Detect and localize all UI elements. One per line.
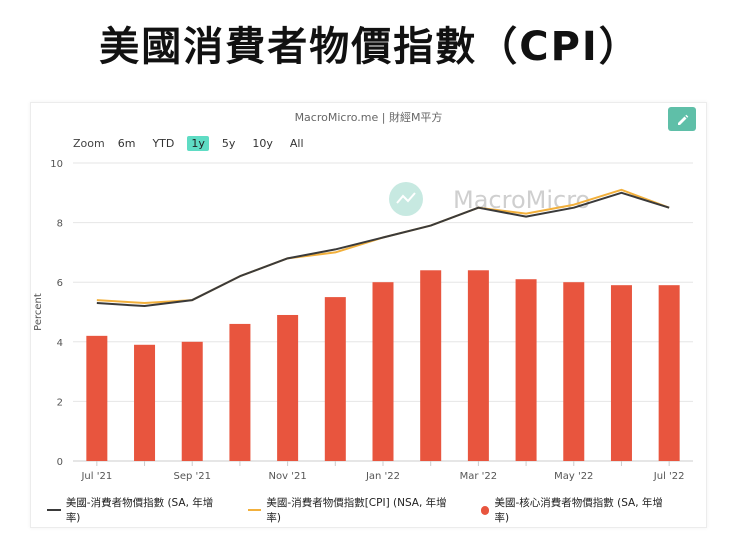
zoom-option-6m[interactable]: 6m xyxy=(117,137,136,150)
pencil-icon xyxy=(678,114,689,125)
bar-core-cpi xyxy=(563,282,585,461)
bar-core-cpi xyxy=(420,270,442,461)
watermark-logo-mark xyxy=(396,192,416,204)
line-sa-cpi xyxy=(96,191,670,308)
y-tick-label: 0 xyxy=(57,457,63,468)
legend-dot-swatch xyxy=(480,505,490,515)
y-tick-label: 10 xyxy=(50,159,63,170)
zoom-option-all[interactable]: All xyxy=(289,137,304,150)
x-tick-label: Jul '22 xyxy=(653,471,685,482)
zoom-option-5y[interactable]: 5y xyxy=(221,137,236,150)
legend-label: 美國-核心消費者物價指數 (SA, 年增率) xyxy=(494,497,663,524)
chart-legend: 美國-消費者物價指數 (SA, 年增率) 美國-消費者物價指數[CPI] (NS… xyxy=(47,495,697,525)
x-tick-label: Sep '21 xyxy=(173,471,211,482)
legend-label: 美國-消費者物價指數 (SA, 年增率) xyxy=(65,497,214,524)
legend-item-sa-cpi[interactable]: 美國-消費者物價指數 (SA, 年增率) xyxy=(47,495,226,525)
bar-core-cpi xyxy=(229,323,251,461)
bar-core-cpi xyxy=(86,335,108,461)
bar-core-cpi xyxy=(181,341,203,461)
y-tick-label: 2 xyxy=(57,397,63,408)
bar-core-cpi xyxy=(658,285,680,461)
legend-label: 美國-消費者物價指數[CPI] (NSA, 年增率) xyxy=(266,497,447,524)
zoom-option-1y[interactable]: 1y xyxy=(187,136,209,151)
legend-line-swatch xyxy=(47,509,61,511)
chart-panel: 0 2 4 6 8 10 Percent MacroMicro Jul '21 Sep '21 No… xyxy=(30,102,707,528)
legend-item-core-cpi[interactable]: 美國-核心消費者物價指數 (SA, 年增率) xyxy=(480,495,675,525)
bar-core-cpi xyxy=(134,344,156,461)
x-tick-label: Mar '22 xyxy=(460,471,498,482)
bar-core-cpi xyxy=(324,297,346,461)
y-tick-label: 6 xyxy=(57,278,63,289)
x-tick-label: Nov '21 xyxy=(269,471,307,482)
x-tick-label: Jan '22 xyxy=(365,471,400,482)
bar-core-cpi xyxy=(467,270,489,461)
bar-core-cpi xyxy=(277,314,299,461)
bar-core-cpi xyxy=(610,285,632,461)
page-title: 美國消費者物價指數（CPI） xyxy=(99,24,641,70)
edit-button[interactable] xyxy=(668,107,696,131)
y-tick-label: 8 xyxy=(57,219,63,230)
chart-source: MacroMicro.me | 財經M平方 xyxy=(294,111,443,124)
legend-item-nsa-cpi[interactable]: 美國-消費者物價指數[CPI] (NSA, 年增率) xyxy=(247,495,459,525)
legend-line-swatch xyxy=(247,509,262,511)
bar-core-cpi xyxy=(372,282,394,461)
y-tick-label: 4 xyxy=(57,338,63,349)
x-tick-label: Jul '21 xyxy=(80,471,112,482)
zoom-option-ytd[interactable]: YTD xyxy=(152,137,175,150)
y-axis-title: Percent xyxy=(33,293,44,331)
bar-core-cpi xyxy=(515,279,537,461)
x-tick-label: May '22 xyxy=(554,471,593,482)
zoom-label: Zoom xyxy=(73,137,105,150)
zoom-bar: Zoom 6m YTD 1y 5y 10y All xyxy=(73,136,308,151)
zoom-option-10y[interactable]: 10y xyxy=(252,137,273,150)
